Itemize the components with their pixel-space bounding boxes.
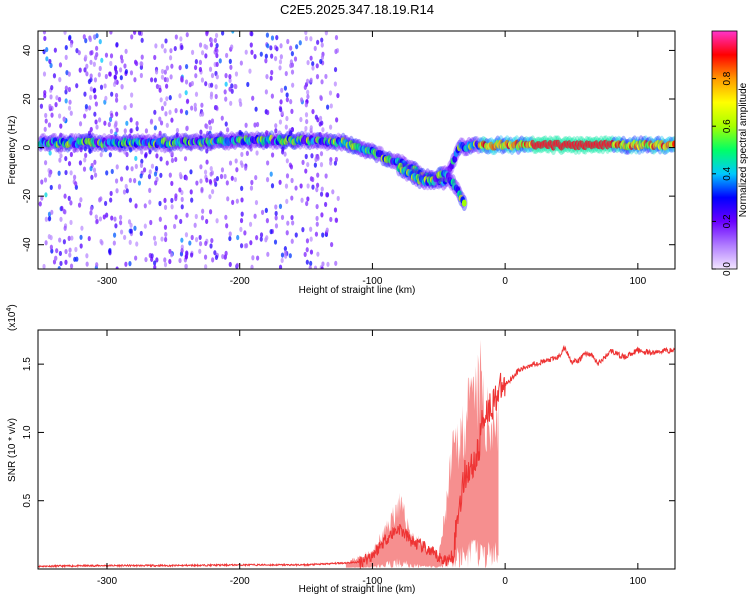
x-tick-label: -200 [230, 276, 250, 287]
y-tick-label: -40 [22, 237, 33, 252]
snr-frame [37, 329, 676, 570]
x-tick-label: 100 [629, 576, 646, 587]
svg-text:(x104): (x104) [6, 304, 18, 331]
x-tick-label: -300 [97, 576, 117, 587]
snr-multiplier-close: ) [7, 304, 18, 307]
chart-title: C2E5.2025.347.18.19.R14 [280, 2, 434, 17]
x-tick-label: -200 [230, 576, 250, 587]
snr-multiplier-exp: 4 [6, 308, 13, 312]
x-tick-label: 0 [502, 276, 508, 287]
spectrogram-frame [37, 30, 676, 270]
snr-panel: -300 -200 -100 0 100 0.5 1.0 1.5 Height of str… [6, 304, 676, 595]
snr-y-ticks: 0.5 1.0 1.5 [22, 357, 675, 508]
spectrogram-y-ticks: -40 -20 0 20 40 [22, 44, 675, 252]
y-tick-label: -20 [22, 188, 33, 203]
colorbar-label: Normalized spectral amplitude [738, 82, 749, 217]
colorbar [711, 30, 738, 270]
colorbar-tick-label: 0.6 [722, 119, 733, 133]
x-tick-label: 100 [629, 276, 646, 287]
x-tick-label: -100 [362, 576, 382, 587]
spectrogram-x-ticks: -300 -200 -100 0 100 [97, 31, 647, 287]
y-tick-label: 20 [22, 93, 33, 105]
spectrogram-secondary-track [395, 158, 468, 212]
colorbar-ticks: 0.0 0.2 0.4 0.6 0.8 [712, 71, 733, 276]
y-tick-label: 1.0 [22, 425, 33, 439]
x-tick-label: 0 [502, 576, 508, 587]
snr-multiplier-base: (x10 [7, 311, 18, 331]
y-tick-label: 0.5 [22, 493, 33, 507]
colorbar-tick-label: 0.4 [722, 166, 733, 180]
y-tick-label: 40 [22, 44, 33, 56]
snr-series-line [38, 344, 675, 569]
snr-x-ticks: -300 -200 -100 0 100 [97, 330, 647, 587]
y-tick-label: 1.5 [22, 357, 33, 371]
colorbar-tick-label: 0.0 [722, 262, 733, 276]
x-tick-label: -300 [97, 276, 117, 287]
snr-y-label: SNR (10 * v/v) [7, 418, 18, 482]
colorbar-tick-label: 0.2 [722, 214, 733, 228]
spectrogram-noise-speckle [38, 31, 340, 269]
snr-multiplier: (x104) [6, 304, 18, 331]
colorbar-tick-label: 0.8 [722, 71, 733, 85]
spectrogram-y-label: Frequency (Hz) [7, 116, 18, 185]
y-tick-label: 0 [22, 144, 33, 150]
spectrogram-carrier-track [38, 130, 675, 191]
x-tick-label: -100 [362, 276, 382, 287]
snr-x-label: Height of straight line (km) [299, 584, 416, 595]
spectrogram-x-label: Height of straight line (km) [299, 285, 416, 296]
spectrogram-content [38, 31, 675, 269]
